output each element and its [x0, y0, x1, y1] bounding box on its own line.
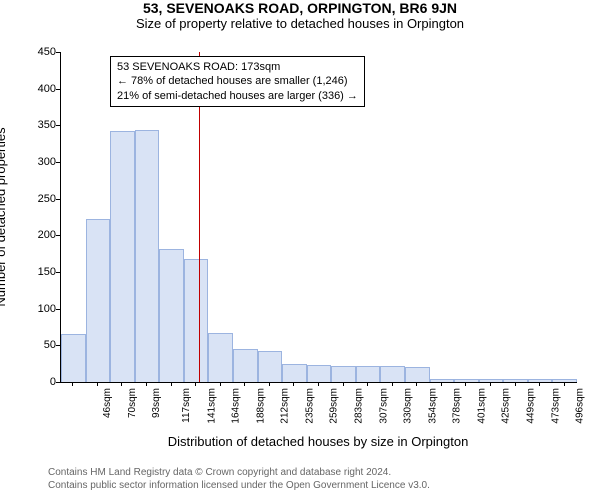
histogram-bar [430, 379, 455, 382]
histogram-bar [110, 131, 135, 382]
footer-attribution: Contains HM Land Registry data © Crown c… [48, 466, 430, 492]
x-tick-label: 283sqm [354, 388, 365, 424]
x-tick-label: 259sqm [329, 388, 340, 424]
chart-subtitle: Size of property relative to detached ho… [0, 16, 600, 31]
y-tick-label: 400 [38, 83, 56, 95]
x-tick-label: 46sqm [102, 388, 113, 418]
y-axis-label: Number of detached properties [0, 52, 8, 382]
histogram-bar [307, 365, 332, 382]
y-tick-label: 250 [38, 193, 56, 205]
y-tick-label: 50 [44, 339, 56, 351]
y-tick-label: 200 [38, 229, 56, 241]
x-tick-label: 70sqm [127, 388, 138, 418]
annotation-line3: 21% of semi-detached houses are larger (… [117, 89, 358, 103]
y-tick-label: 350 [38, 119, 56, 131]
y-tick-label: 450 [38, 46, 56, 58]
x-axis-label: Distribution of detached houses by size … [60, 434, 576, 449]
x-tick-label: 496sqm [575, 388, 586, 424]
x-tick-label: 164sqm [231, 388, 242, 424]
histogram-bar [405, 367, 430, 382]
x-tick-label: 235sqm [304, 388, 315, 424]
histogram-bar [135, 130, 160, 382]
histogram-bar [282, 364, 307, 382]
histogram-bar [61, 334, 86, 382]
y-tick-label: 300 [38, 156, 56, 168]
x-tick-label: 307sqm [378, 388, 389, 424]
x-tick-label: 378sqm [452, 388, 463, 424]
x-tick-label: 141sqm [206, 388, 217, 424]
histogram-bar [356, 366, 381, 382]
x-tick-label: 330sqm [403, 388, 414, 424]
histogram-bar [208, 333, 233, 382]
y-tick-label: 150 [38, 266, 56, 278]
histogram-bar [258, 351, 283, 382]
annotation-box: 53 SEVENOAKS ROAD: 173sqm ← 78% of detac… [110, 56, 365, 107]
histogram-bar [503, 379, 528, 382]
x-tick-label: 449sqm [526, 388, 537, 424]
footer-line1: Contains HM Land Registry data © Crown c… [48, 466, 430, 479]
y-tick-label: 100 [38, 303, 56, 315]
x-tick-label: 212sqm [280, 388, 291, 424]
histogram-bar [552, 379, 577, 382]
histogram-bar [86, 219, 111, 382]
footer-line2: Contains public sector information licen… [48, 479, 430, 492]
x-tick-label: 401sqm [476, 388, 487, 424]
x-tick-label: 188sqm [255, 388, 266, 424]
x-tick-label: 354sqm [427, 388, 438, 424]
histogram-bar [331, 366, 356, 382]
histogram-bar [233, 349, 258, 382]
histogram-bar [159, 249, 184, 382]
chart-title: 53, SEVENOAKS ROAD, ORPINGTON, BR6 9JN [0, 0, 600, 16]
x-tick-label: 93sqm [151, 388, 162, 418]
annotation-line1: 53 SEVENOAKS ROAD: 173sqm [117, 60, 358, 74]
histogram-bar [184, 259, 209, 382]
annotation-line2: ← 78% of detached houses are smaller (1,… [117, 74, 358, 88]
x-tick-label: 425sqm [501, 388, 512, 424]
histogram-bar [454, 379, 479, 382]
histogram-bar [380, 366, 405, 382]
x-tick-label: 473sqm [550, 388, 561, 424]
x-tick-label: 117sqm [181, 388, 192, 423]
chart-container: 53, SEVENOAKS ROAD, ORPINGTON, BR6 9JN S… [0, 0, 600, 500]
